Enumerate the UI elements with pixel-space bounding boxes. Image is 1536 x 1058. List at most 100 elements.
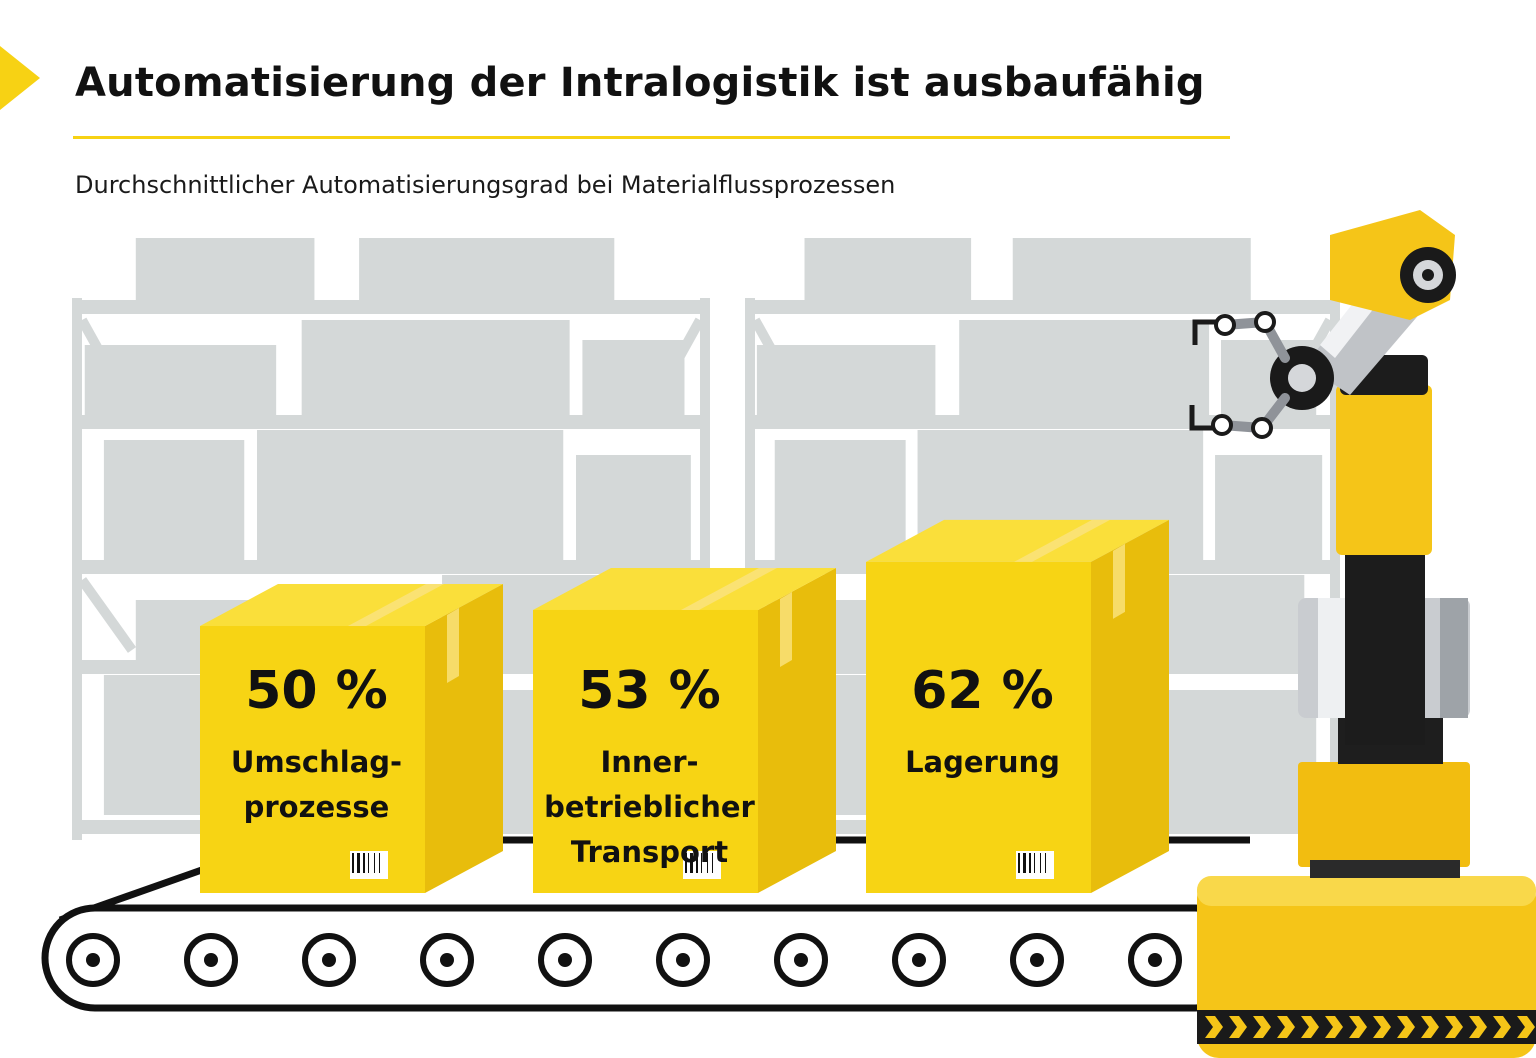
box-tape-top: [348, 584, 444, 626]
bar-top-face: [533, 567, 836, 610]
category-label: Umschlag-: [231, 745, 402, 779]
bar: [866, 561, 1091, 893]
robot-column-black: [1345, 555, 1425, 745]
roller-hub: [676, 953, 690, 967]
roller-hub: [204, 953, 218, 967]
robot-joint-shade: [1440, 598, 1468, 718]
data-label: 62 %: [911, 661, 1054, 721]
box-tape-top: [681, 567, 777, 610]
hazard-chevron: [1253, 1016, 1271, 1038]
bar: [200, 626, 425, 893]
shelf-cargo: [959, 320, 1210, 415]
roller-hub: [86, 953, 100, 967]
gripper-pivot: [1214, 314, 1236, 336]
shelf-cargo: [1012, 238, 1251, 300]
shelf-unit: [745, 238, 1340, 840]
bar: [533, 609, 758, 893]
barcode-bar: [1018, 853, 1020, 873]
robot-pedestal: [1298, 762, 1470, 867]
bar-box-group: 53 % Inner-betrieblicher Transport: [533, 567, 836, 893]
hazard-chevron: [1277, 1016, 1295, 1038]
robot-wrist-bolt: [1422, 269, 1434, 281]
hazard-chevron: [1301, 1016, 1319, 1038]
barcode-bar: [701, 853, 702, 873]
barcode-bar: [685, 853, 687, 873]
barcode-bar: [1023, 853, 1026, 873]
barcode-bar: [1045, 853, 1046, 873]
robot-arm-icon: [1189, 210, 1536, 1058]
shelf-beam: [72, 560, 710, 574]
shelf-cargo: [1215, 455, 1323, 560]
roller-hub: [440, 953, 454, 967]
barcode-bar: [379, 853, 380, 873]
roller-hub: [1030, 953, 1044, 967]
bar-side-face: [1091, 519, 1169, 893]
bar-box-group: 50 % Umschlag-prozesse: [200, 584, 503, 893]
bar-top-face: [866, 519, 1169, 562]
roller-hub: [912, 953, 926, 967]
barcode-bar: [352, 853, 354, 873]
category-label: Lagerung: [905, 745, 1060, 779]
bar-series: 50 % Umschlag-prozesse 53 % Inner-betriebli…: [200, 519, 1169, 893]
box-tape-side: [447, 608, 459, 683]
robot-base-top: [1197, 876, 1536, 906]
gripper-pivot: [1251, 417, 1273, 439]
gripper-pivot: [1254, 311, 1276, 333]
box-tape-side: [1113, 543, 1125, 619]
shelf-brace: [77, 317, 705, 653]
barcode-bar: [363, 853, 365, 873]
hazard-chevron: [1517, 1016, 1535, 1038]
hazard-chevron: [1397, 1016, 1415, 1038]
shelf-cargo: [257, 430, 564, 560]
shelf-cargo: [135, 238, 315, 300]
barcode-bar: [1040, 853, 1041, 873]
roller-hub: [794, 953, 808, 967]
robot-joint-highlight: [1318, 598, 1346, 718]
shelf-cargo: [576, 455, 691, 560]
barcode-icon: [683, 851, 721, 879]
shelf-cargo: [774, 440, 906, 560]
barcode-bar: [1029, 853, 1031, 873]
barcode-bar: [1034, 853, 1035, 873]
page-title: Automatisierung der Intralogistik ist au…: [75, 60, 1205, 106]
shelf-cargo: [103, 440, 245, 560]
bar-box-group: 62 % Lagerung: [866, 519, 1169, 893]
barcode-bar: [357, 853, 360, 873]
hazard-chevron: [1349, 1016, 1367, 1038]
roller-hub: [322, 953, 336, 967]
shelf-silhouette-icon: [72, 238, 1340, 840]
barcode-icon: [1016, 851, 1054, 879]
box-tape-top: [1014, 519, 1110, 562]
data-label: 53 %: [578, 661, 721, 721]
roller-hub: [1148, 953, 1162, 967]
bar-side-face: [425, 584, 503, 893]
shelf-beam: [72, 300, 710, 314]
hazard-chevron: [1325, 1016, 1343, 1038]
barcode-bar: [690, 853, 693, 873]
shelf-beam: [72, 415, 710, 429]
roller-hub: [558, 953, 572, 967]
shelf-cargo: [301, 320, 570, 415]
hazard-chevron: [1445, 1016, 1463, 1038]
title-underline: [73, 136, 1230, 139]
gripper-hub-cap: [1288, 364, 1316, 392]
gripper-pivot: [1211, 414, 1233, 436]
bar-side-face: [758, 567, 836, 893]
title-marker-arrow: [0, 46, 40, 110]
barcode-bar: [368, 853, 369, 873]
category-label: Inner-: [600, 745, 698, 779]
barcode-bar: [707, 853, 708, 873]
barcode-bar: [696, 853, 698, 873]
hazard-chevron: [1373, 1016, 1391, 1038]
box-tape-side: [780, 591, 792, 667]
barcode-bar: [712, 853, 713, 873]
category-label: betrieblicher: [544, 790, 755, 824]
hazard-chevron: [1229, 1016, 1247, 1038]
category-label: Transport: [571, 835, 728, 869]
category-label: prozesse: [244, 790, 390, 824]
gripper-claw-tip: [1189, 319, 1218, 431]
shelf-cargo: [804, 238, 972, 300]
robot-pedestal-foot: [1310, 860, 1460, 878]
bar-top-face: [200, 584, 503, 626]
